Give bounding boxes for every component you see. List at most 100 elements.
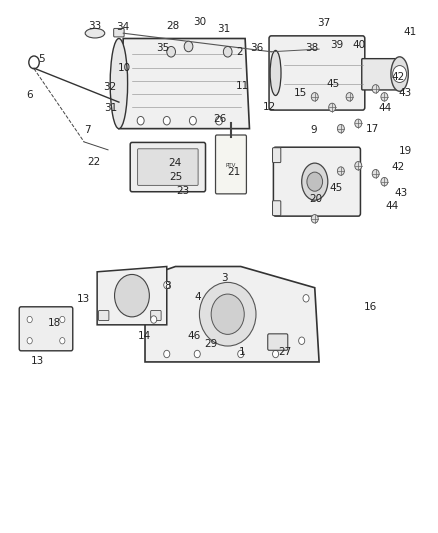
Text: 18: 18 [48, 318, 61, 328]
Circle shape [355, 161, 362, 170]
Text: 45: 45 [329, 183, 342, 193]
FancyBboxPatch shape [130, 142, 205, 192]
Text: 16: 16 [364, 302, 377, 312]
Text: 15: 15 [294, 87, 307, 98]
Text: 6: 6 [26, 90, 33, 100]
Circle shape [381, 177, 388, 186]
Circle shape [137, 116, 144, 125]
FancyBboxPatch shape [268, 334, 288, 350]
Text: 30: 30 [193, 17, 206, 27]
FancyBboxPatch shape [99, 311, 109, 320]
Circle shape [303, 295, 309, 302]
Text: 35: 35 [156, 43, 169, 53]
Text: 13: 13 [31, 356, 44, 366]
Circle shape [272, 350, 279, 358]
Circle shape [311, 93, 318, 101]
Circle shape [223, 46, 232, 57]
Circle shape [163, 116, 170, 125]
Ellipse shape [199, 282, 256, 346]
PathPatch shape [119, 38, 250, 128]
Text: 39: 39 [330, 41, 343, 51]
Text: 19: 19 [399, 146, 412, 156]
Text: 42: 42 [392, 71, 405, 82]
Circle shape [372, 169, 379, 178]
Ellipse shape [110, 38, 127, 128]
Circle shape [337, 167, 344, 175]
Text: 22: 22 [87, 157, 100, 166]
Circle shape [164, 350, 170, 358]
FancyBboxPatch shape [362, 59, 400, 90]
Text: 4: 4 [195, 292, 201, 302]
Text: 11: 11 [236, 81, 249, 91]
Text: 32: 32 [102, 82, 116, 92]
Circle shape [392, 66, 406, 83]
Text: 26: 26 [213, 114, 226, 124]
Circle shape [115, 274, 149, 317]
Circle shape [311, 215, 318, 223]
Circle shape [189, 116, 196, 125]
Text: 8: 8 [164, 280, 171, 290]
Text: 45: 45 [326, 78, 339, 88]
Text: 28: 28 [167, 21, 180, 31]
Circle shape [60, 337, 65, 344]
Text: 42: 42 [392, 162, 405, 172]
Ellipse shape [85, 28, 105, 38]
Text: 34: 34 [117, 22, 130, 32]
Text: 10: 10 [118, 63, 131, 72]
Circle shape [346, 93, 353, 101]
Text: 29: 29 [205, 340, 218, 350]
Ellipse shape [302, 163, 328, 200]
Circle shape [184, 41, 193, 52]
Circle shape [167, 46, 176, 57]
Text: 25: 25 [170, 172, 183, 182]
Ellipse shape [391, 57, 408, 91]
PathPatch shape [97, 266, 167, 325]
Circle shape [164, 281, 170, 289]
Text: 36: 36 [250, 43, 264, 53]
FancyBboxPatch shape [272, 201, 281, 216]
Circle shape [299, 337, 305, 344]
Text: 33: 33 [88, 21, 102, 31]
Text: 7: 7 [84, 125, 91, 135]
Text: 1: 1 [238, 348, 245, 358]
Text: 43: 43 [394, 188, 407, 198]
Text: 23: 23 [177, 186, 190, 196]
FancyBboxPatch shape [273, 147, 360, 216]
Circle shape [328, 103, 336, 112]
Circle shape [307, 172, 322, 191]
Circle shape [355, 119, 362, 127]
Text: 21: 21 [228, 167, 241, 177]
Circle shape [238, 350, 244, 358]
Text: 9: 9 [311, 125, 317, 135]
Circle shape [337, 124, 344, 133]
PathPatch shape [145, 266, 319, 362]
FancyBboxPatch shape [272, 148, 281, 163]
FancyBboxPatch shape [138, 149, 198, 185]
Text: 38: 38 [305, 43, 318, 53]
Text: 20: 20 [309, 193, 322, 204]
Text: 37: 37 [317, 18, 330, 28]
Text: 14: 14 [138, 332, 151, 342]
Text: 17: 17 [366, 124, 379, 134]
FancyBboxPatch shape [215, 135, 247, 194]
Circle shape [27, 317, 32, 322]
Circle shape [211, 294, 244, 334]
Circle shape [372, 85, 379, 93]
Text: 24: 24 [168, 158, 181, 168]
FancyBboxPatch shape [114, 28, 124, 37]
Text: 12: 12 [262, 102, 276, 112]
Text: 44: 44 [385, 200, 399, 211]
Text: 46: 46 [187, 332, 201, 342]
Text: 40: 40 [353, 41, 366, 51]
Text: 2: 2 [237, 47, 243, 56]
Ellipse shape [270, 51, 281, 95]
FancyBboxPatch shape [269, 36, 365, 110]
FancyBboxPatch shape [151, 311, 161, 320]
Circle shape [215, 116, 223, 125]
FancyBboxPatch shape [19, 307, 73, 351]
Text: 3: 3 [221, 273, 227, 283]
Text: 43: 43 [399, 87, 412, 98]
Text: 5: 5 [38, 54, 45, 63]
Text: 27: 27 [279, 348, 292, 358]
Circle shape [27, 337, 32, 344]
